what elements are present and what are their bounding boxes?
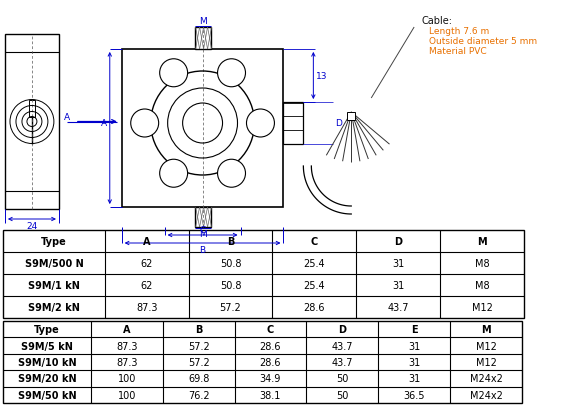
Text: M: M [199, 17, 206, 26]
Text: S9M/1 kN: S9M/1 kN [28, 280, 80, 290]
Text: C: C [267, 324, 274, 335]
Text: 57.2: 57.2 [187, 341, 210, 351]
Text: 28.6: 28.6 [260, 357, 281, 367]
Text: S9M/5 kN: S9M/5 kN [21, 341, 73, 351]
Text: S9M/20 kN: S9M/20 kN [18, 373, 76, 384]
Text: D: D [339, 324, 346, 335]
Text: S9M/500 N: S9M/500 N [24, 258, 83, 269]
Text: 57.2: 57.2 [220, 302, 241, 312]
Bar [283, 103, 303, 145]
Text: 25.4: 25.4 [303, 258, 325, 269]
Bar [3, 230, 524, 252]
Text: 31: 31 [408, 341, 420, 351]
Text: B: B [227, 237, 234, 246]
Text: 43.7: 43.7 [332, 341, 353, 351]
Text: 31: 31 [408, 373, 420, 384]
Text: 13: 13 [316, 72, 327, 81]
Text: D: D [335, 119, 342, 128]
Bar [3, 230, 524, 318]
Text: M12: M12 [475, 341, 496, 351]
Text: M24x2: M24x2 [470, 373, 503, 384]
Circle shape [218, 160, 245, 188]
Text: 31: 31 [392, 258, 404, 269]
Text: 28.6: 28.6 [260, 341, 281, 351]
Text: 43.7: 43.7 [332, 357, 353, 367]
Bar [195, 207, 211, 228]
Bar [347, 113, 355, 121]
Text: 25.4: 25.4 [303, 280, 325, 290]
Text: C: C [311, 237, 318, 246]
Text: 31: 31 [408, 357, 420, 367]
Text: E: E [411, 324, 417, 335]
Text: 76.2: 76.2 [188, 390, 210, 400]
Text: Cable:: Cable: [421, 16, 452, 26]
Text: M8: M8 [475, 280, 489, 290]
Text: 50: 50 [336, 390, 349, 400]
Text: C: C [199, 226, 206, 235]
Text: 87.3: 87.3 [136, 302, 157, 312]
Text: D: D [394, 237, 402, 246]
Text: 50.8: 50.8 [220, 280, 241, 290]
Text: 31: 31 [392, 280, 404, 290]
Text: 100: 100 [118, 390, 136, 400]
Text: B: B [195, 324, 202, 335]
Text: 28.6: 28.6 [304, 302, 325, 312]
Circle shape [160, 60, 187, 87]
Bar [122, 50, 283, 207]
Text: Type: Type [34, 324, 60, 335]
Text: M12: M12 [475, 357, 496, 367]
Bar [29, 100, 35, 117]
Text: Material PVC: Material PVC [429, 47, 487, 56]
Text: S9M/50 kN: S9M/50 kN [18, 390, 76, 400]
Text: 87.3: 87.3 [116, 341, 137, 351]
Bar [3, 321, 522, 337]
Text: 24: 24 [26, 222, 37, 231]
Text: 57.2: 57.2 [187, 357, 210, 367]
Text: 50.8: 50.8 [220, 258, 241, 269]
Bar [195, 28, 211, 50]
Text: M12: M12 [471, 302, 492, 312]
Text: 43.7: 43.7 [387, 302, 409, 312]
Text: M8: M8 [475, 258, 489, 269]
Text: 38.1: 38.1 [260, 390, 281, 400]
Text: 69.8: 69.8 [188, 373, 209, 384]
Text: 87.3: 87.3 [116, 357, 137, 367]
Circle shape [218, 60, 245, 87]
Text: 62: 62 [140, 258, 153, 269]
Text: Type: Type [41, 237, 67, 246]
Text: A: A [64, 113, 70, 121]
Circle shape [160, 160, 187, 188]
Text: 100: 100 [118, 373, 136, 384]
Text: S9M/2 kN: S9M/2 kN [28, 302, 80, 312]
Text: M24x2: M24x2 [470, 390, 503, 400]
Text: 34.9: 34.9 [260, 373, 281, 384]
Text: S9M/10 kN: S9M/10 kN [18, 357, 76, 367]
Bar [5, 35, 59, 209]
Circle shape [247, 110, 274, 138]
Text: M: M [481, 324, 491, 335]
Text: Length 7.6 m: Length 7.6 m [429, 28, 490, 36]
Text: A: A [101, 119, 107, 128]
Text: M: M [477, 237, 487, 246]
Text: A: A [143, 237, 151, 246]
Bar [3, 321, 522, 403]
Circle shape [131, 110, 158, 138]
Text: M: M [199, 230, 206, 239]
Text: A: A [123, 324, 131, 335]
Text: 36.5: 36.5 [403, 390, 425, 400]
Text: 50: 50 [336, 373, 349, 384]
Text: 62: 62 [140, 280, 153, 290]
Text: B: B [199, 246, 206, 255]
Text: Outside diameter 5 mm: Outside diameter 5 mm [429, 37, 537, 47]
